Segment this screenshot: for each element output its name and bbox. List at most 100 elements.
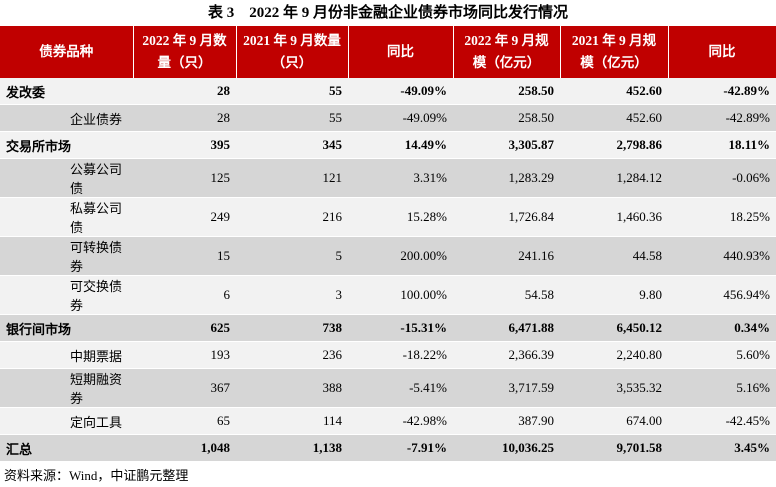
page: 表 3 2022 年 9 月份非金融企业债券市场同比发行情况 债券品种 2022 … xyxy=(0,5,776,483)
value-cell: 1,283.29 xyxy=(453,158,560,198)
value-cell: 28 xyxy=(133,78,236,105)
value-cell: -7.91% xyxy=(348,434,453,462)
value-cell: -42.89% xyxy=(668,104,776,132)
value-cell: 440.93% xyxy=(668,236,776,276)
category-cell: 汇总 xyxy=(0,434,133,462)
value-cell: 10,036.25 xyxy=(453,434,560,462)
value-cell: 6 xyxy=(133,275,236,315)
header-cell: 债券品种 xyxy=(0,26,134,78)
value-cell: 2,798.86 xyxy=(560,131,668,159)
value-cell: 236 xyxy=(236,341,348,369)
value-cell: 0.34% xyxy=(668,314,776,342)
category-cell: 企业债券 xyxy=(0,104,133,132)
table-row: 可交换债券 6 3 100.00% 54.58 9.80 456.94% xyxy=(0,275,776,315)
value-cell: -49.09% xyxy=(348,104,453,132)
header-cell: 2022 年 9 月规模（亿元） xyxy=(453,26,561,78)
table-row: 发改委 28 55 -49.09% 258.50 452.60 -42.89% xyxy=(0,78,776,105)
value-cell: 395 xyxy=(133,131,236,159)
value-cell: 193 xyxy=(133,341,236,369)
value-cell: 100.00% xyxy=(348,275,453,315)
header-cell: 2022 年 9 月数量（只） xyxy=(133,26,237,78)
table-row: 汇总 1,048 1,138 -7.91% 10,036.25 9,701.58 3.45% xyxy=(0,434,776,462)
value-cell: 1,138 xyxy=(236,434,348,462)
table-row: 中期票据 193 236 -18.22% 2,366.39 2,240.80 5.60% xyxy=(0,341,776,369)
value-cell: 3.45% xyxy=(668,434,776,462)
value-cell: 5 xyxy=(236,236,348,276)
source-note: 资料来源：Wind，中证鹏元整理 xyxy=(4,468,189,483)
value-cell: 14.49% xyxy=(348,131,453,159)
value-cell: 55 xyxy=(236,78,348,105)
header-cell: 同比 xyxy=(348,26,454,78)
value-cell: -42.45% xyxy=(668,407,776,435)
value-cell: 249 xyxy=(133,197,236,237)
category-cell: 公募公司债 xyxy=(0,158,133,198)
value-cell: -49.09% xyxy=(348,78,453,105)
category-cell: 交易所市场 xyxy=(0,131,133,159)
issuance-table: 债券品种 2022 年 9 月数量（只） 2021 年 9 月数量（只） 同比 2022… xyxy=(0,26,776,462)
value-cell: 9,701.58 xyxy=(560,434,668,462)
value-cell: -15.31% xyxy=(348,314,453,342)
value-cell: 452.60 xyxy=(560,104,668,132)
value-cell: -18.22% xyxy=(348,341,453,369)
value-cell: 3,305.87 xyxy=(453,131,560,159)
value-cell: 28 xyxy=(133,104,236,132)
category-cell: 发改委 xyxy=(0,78,133,105)
value-cell: 1,284.12 xyxy=(560,158,668,198)
table-row: 交易所市场 395 345 14.49% 3,305.87 2,798.86 18.11% xyxy=(0,131,776,159)
value-cell: 3.31% xyxy=(348,158,453,198)
value-cell: 452.60 xyxy=(560,78,668,105)
header-cell: 同比 xyxy=(668,26,776,78)
value-cell: 6,450.12 xyxy=(560,314,668,342)
value-cell: 738 xyxy=(236,314,348,342)
value-cell: -42.98% xyxy=(348,407,453,435)
value-cell: 241.16 xyxy=(453,236,560,276)
value-cell: -0.06% xyxy=(668,158,776,198)
category-cell: 私募公司债 xyxy=(0,197,133,237)
value-cell: 5.60% xyxy=(668,341,776,369)
value-cell: 674.00 xyxy=(560,407,668,435)
table-row: 公募公司债 125 121 3.31% 1,283.29 1,284.12 -0.06% xyxy=(0,158,776,198)
header-cell: 2021 年 9 月数量（只） xyxy=(236,26,349,78)
value-cell: 3 xyxy=(236,275,348,315)
value-cell: 456.94% xyxy=(668,275,776,315)
value-cell: 6,471.88 xyxy=(453,314,560,342)
value-cell: 388 xyxy=(236,368,348,408)
value-cell: 258.50 xyxy=(453,78,560,105)
value-cell: 367 xyxy=(133,368,236,408)
value-cell: 258.50 xyxy=(453,104,560,132)
category-cell: 银行间市场 xyxy=(0,314,133,342)
value-cell: 216 xyxy=(236,197,348,237)
value-cell: 15 xyxy=(133,236,236,276)
value-cell: 65 xyxy=(133,407,236,435)
table-row: 可转换债券 15 5 200.00% 241.16 44.58 440.93% xyxy=(0,236,776,276)
value-cell: 5.16% xyxy=(668,368,776,408)
value-cell: 54.58 xyxy=(453,275,560,315)
value-cell: 125 xyxy=(133,158,236,198)
table-row: 企业债券 28 55 -49.09% 258.50 452.60 -42.89% xyxy=(0,104,776,132)
value-cell: 1,726.84 xyxy=(453,197,560,237)
value-cell: 1,048 xyxy=(133,434,236,462)
value-cell: 9.80 xyxy=(560,275,668,315)
category-cell: 定向工具 xyxy=(0,407,133,435)
category-cell: 可交换债券 xyxy=(0,275,133,315)
value-cell: 625 xyxy=(133,314,236,342)
table-body: 发改委 28 55 -49.09% 258.50 452.60 -42.89% 企业债券 28 5… xyxy=(0,78,776,462)
value-cell: 114 xyxy=(236,407,348,435)
value-cell: 44.58 xyxy=(560,236,668,276)
header-cell: 2021 年 9 月规模（亿元） xyxy=(560,26,669,78)
category-cell: 可转换债券 xyxy=(0,236,133,276)
value-cell: 345 xyxy=(236,131,348,159)
value-cell: 1,460.36 xyxy=(560,197,668,237)
header-row: 债券品种 2022 年 9 月数量（只） 2021 年 9 月数量（只） 同比 2022… xyxy=(0,26,776,78)
value-cell: 18.11% xyxy=(668,131,776,159)
value-cell: 121 xyxy=(236,158,348,198)
category-cell: 短期融资券 xyxy=(0,368,133,408)
table-row: 私募公司债 249 216 15.28% 1,726.84 1,460.36 18.25% xyxy=(0,197,776,237)
value-cell: 18.25% xyxy=(668,197,776,237)
value-cell: 387.90 xyxy=(453,407,560,435)
category-cell: 中期票据 xyxy=(0,341,133,369)
value-cell: 2,366.39 xyxy=(453,341,560,369)
value-cell: 15.28% xyxy=(348,197,453,237)
value-cell: 200.00% xyxy=(348,236,453,276)
value-cell: 3,535.32 xyxy=(560,368,668,408)
